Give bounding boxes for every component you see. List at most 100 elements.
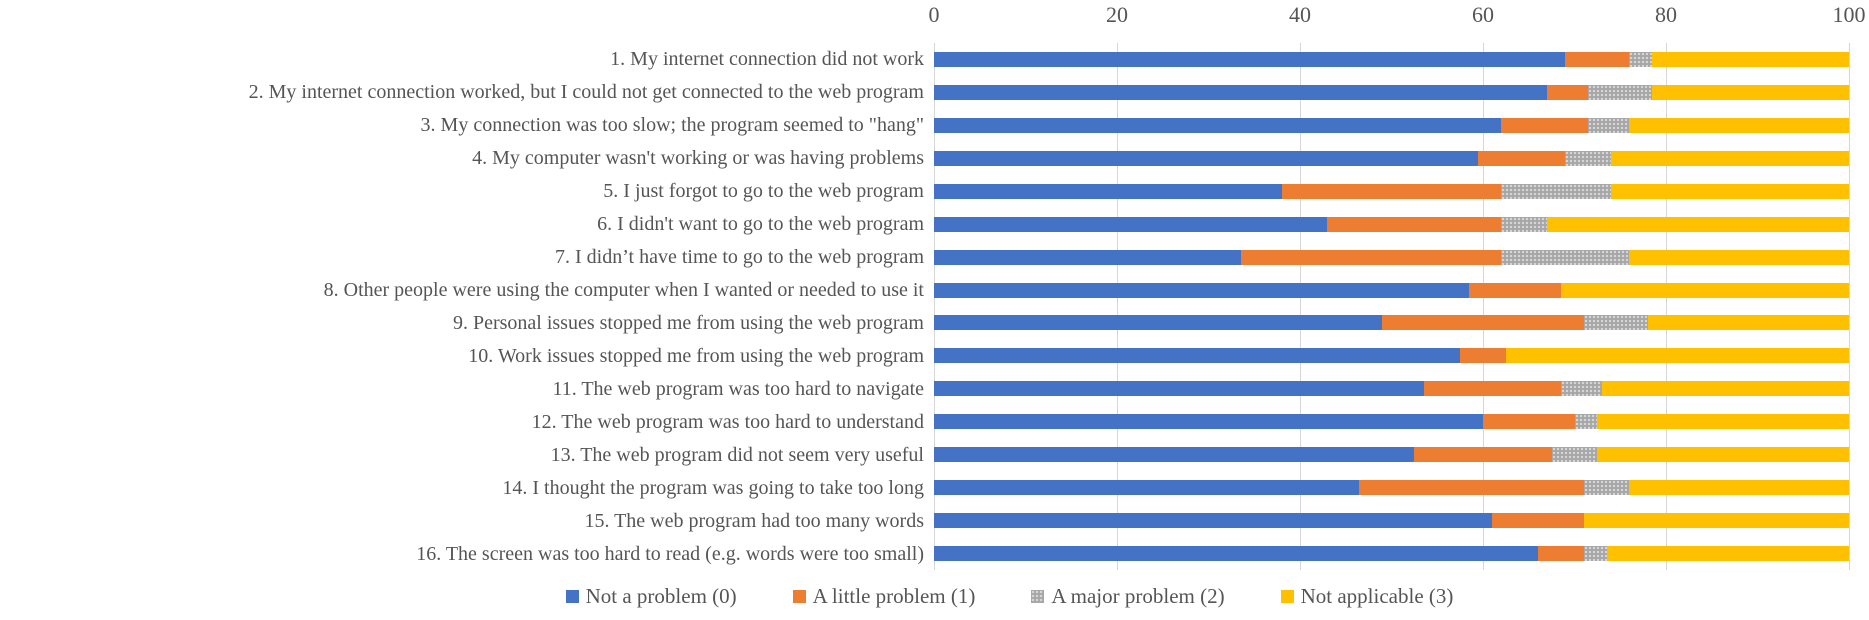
legend-swatch-icon	[1031, 590, 1045, 603]
bar-segment-not-applicable-3	[1647, 315, 1849, 331]
category-label: 2. My internet connection worked, but I …	[248, 81, 924, 104]
bar-segment-not-a-problem-0	[934, 282, 1470, 298]
bar-segment-not-applicable-3	[1611, 150, 1849, 166]
bar-track	[934, 183, 1849, 199]
bar-segment-not-applicable-3	[1629, 480, 1849, 496]
bar-segment-a-major-problem-2	[1565, 150, 1612, 166]
chart-row: 5. I just forgot to go to the web progra…	[0, 175, 1869, 208]
bar-segment-a-major-problem-2	[1583, 480, 1630, 496]
legend-label: A little problem (1)	[812, 584, 976, 608]
chart-row: 2. My internet connection worked, but I …	[0, 76, 1869, 109]
legend-swatch-icon	[1280, 590, 1294, 603]
bar-segment-a-little-problem-1	[1359, 480, 1584, 496]
category-label: 8. Other people were using the computer …	[323, 279, 924, 302]
x-axis-tick-label: 0	[928, 2, 940, 27]
bar-segment-not-a-problem-0	[934, 348, 1461, 364]
legend-item: A little problem (1)	[792, 584, 976, 609]
category-label: 12. The web program was too hard to unde…	[531, 410, 924, 433]
legend-label: Not a problem (0)	[585, 584, 737, 608]
bar-segment-not-applicable-3	[1560, 282, 1849, 298]
bar-segment-a-major-problem-2	[1551, 447, 1598, 463]
gridline	[933, 43, 935, 570]
gridline	[1299, 43, 1301, 570]
chart-row: 3. My connection was too slow; the progr…	[0, 109, 1869, 142]
chart-row: 10. Work issues stopped me from using th…	[0, 339, 1869, 372]
bar-segment-not-applicable-3	[1601, 381, 1849, 397]
bar-segment-not-a-problem-0	[934, 249, 1241, 265]
bar-segment-a-little-problem-1	[1483, 414, 1575, 430]
bar-segment-not-a-problem-0	[934, 84, 1548, 100]
bar-segment-a-little-problem-1	[1547, 84, 1589, 100]
bar-segment-not-a-problem-0	[934, 414, 1483, 430]
chart-row: 13. The web program did not seem very us…	[0, 438, 1869, 471]
bar-segment-a-major-problem-2	[1629, 51, 1653, 67]
bar-segment-not-a-problem-0	[934, 480, 1360, 496]
chart-row: 6. I didn't want to go to the web progra…	[0, 208, 1869, 241]
bar-segment-a-little-problem-1	[1565, 51, 1630, 67]
bar-track	[934, 150, 1849, 166]
category-label: 14. I thought the program was going to t…	[502, 476, 924, 499]
category-label: 16. The screen was too hard to read (e.g…	[416, 542, 924, 565]
bar-track	[934, 84, 1849, 100]
bar-track	[934, 315, 1849, 331]
bar-segment-not-applicable-3	[1583, 513, 1849, 529]
bar-track	[934, 216, 1849, 232]
x-axis-tick-label: 60	[1472, 2, 1494, 27]
chart-row: 12. The web program was too hard to unde…	[0, 405, 1869, 438]
bar-segment-a-major-problem-2	[1501, 249, 1630, 265]
bar-segment-a-little-problem-1	[1492, 513, 1584, 529]
bar-segment-a-major-problem-2	[1501, 183, 1612, 199]
bar-segment-a-major-problem-2	[1583, 546, 1607, 562]
legend-item: A major problem (2)	[1031, 584, 1225, 609]
bar-segment-not-applicable-3	[1652, 51, 1849, 67]
category-label: 10. Work issues stopped me from using th…	[468, 344, 924, 367]
category-label: 11. The web program was too hard to navi…	[552, 377, 924, 400]
bar-segment-not-applicable-3	[1606, 546, 1849, 562]
bar-segment-a-little-problem-1	[1423, 381, 1561, 397]
bar-segment-a-little-problem-1	[1414, 447, 1552, 463]
bar-segment-not-a-problem-0	[934, 150, 1479, 166]
bar-segment-not-a-problem-0	[934, 216, 1328, 232]
bar-track	[934, 546, 1849, 562]
bar-segment-a-major-problem-2	[1588, 117, 1630, 133]
bar-segment-not-applicable-3	[1597, 414, 1849, 430]
legend-swatch-icon	[565, 590, 579, 603]
bar-segment-a-little-problem-1	[1469, 282, 1561, 298]
bar-segment-not-applicable-3	[1505, 348, 1849, 364]
bar-track	[934, 282, 1849, 298]
gridline	[1116, 43, 1118, 570]
bar-segment-not-applicable-3	[1629, 117, 1849, 133]
bar-segment-a-major-problem-2	[1501, 216, 1548, 232]
chart-row: 8. Other people were using the computer …	[0, 274, 1869, 307]
plot-body: 1. My internet connection did not work 2.…	[0, 43, 1869, 570]
bar-segment-a-little-problem-1	[1478, 150, 1566, 166]
category-label: 15. The web program had too many words	[584, 509, 924, 532]
bar-track	[934, 249, 1849, 265]
legend: Not a problem (0) A little problem (1) A m…	[0, 584, 1869, 609]
category-label: 5. I just forgot to go to the web progra…	[603, 180, 924, 203]
bar-segment-not-applicable-3	[1611, 183, 1849, 199]
category-label: 9. Personal issues stopped me from using…	[452, 311, 924, 334]
bar-segment-not-a-problem-0	[934, 315, 1383, 331]
chart-row: 14. I thought the program was going to t…	[0, 471, 1869, 504]
x-axis: 0 20 40 60 80 100	[929, 2, 1866, 30]
bar-segment-a-little-problem-1	[1501, 117, 1589, 133]
bar-segment-a-major-problem-2	[1588, 84, 1653, 100]
bar-segment-not-a-problem-0	[934, 51, 1566, 67]
bar-segment-a-major-problem-2	[1574, 414, 1598, 430]
bar-segment-a-little-problem-1	[1382, 315, 1584, 331]
bar-segment-not-applicable-3	[1629, 249, 1849, 265]
gridlines	[933, 43, 1850, 570]
gridline	[1848, 43, 1850, 570]
category-label: 13. The web program did not seem very us…	[550, 443, 924, 466]
bar-segment-not-a-problem-0	[934, 546, 1538, 562]
chart-row: 1. My internet connection did not work	[0, 43, 1869, 76]
bar-segment-not-a-problem-0	[934, 117, 1502, 133]
x-axis-tick-label: 20	[1106, 2, 1128, 27]
bar-track	[934, 480, 1849, 496]
chart-row: 7. I didn’t have time to go to the web p…	[0, 241, 1869, 274]
bar-segment-not-applicable-3	[1597, 447, 1849, 463]
bar-track	[934, 117, 1849, 133]
bar-segment-not-a-problem-0	[934, 447, 1415, 463]
bar-track	[934, 51, 1849, 67]
